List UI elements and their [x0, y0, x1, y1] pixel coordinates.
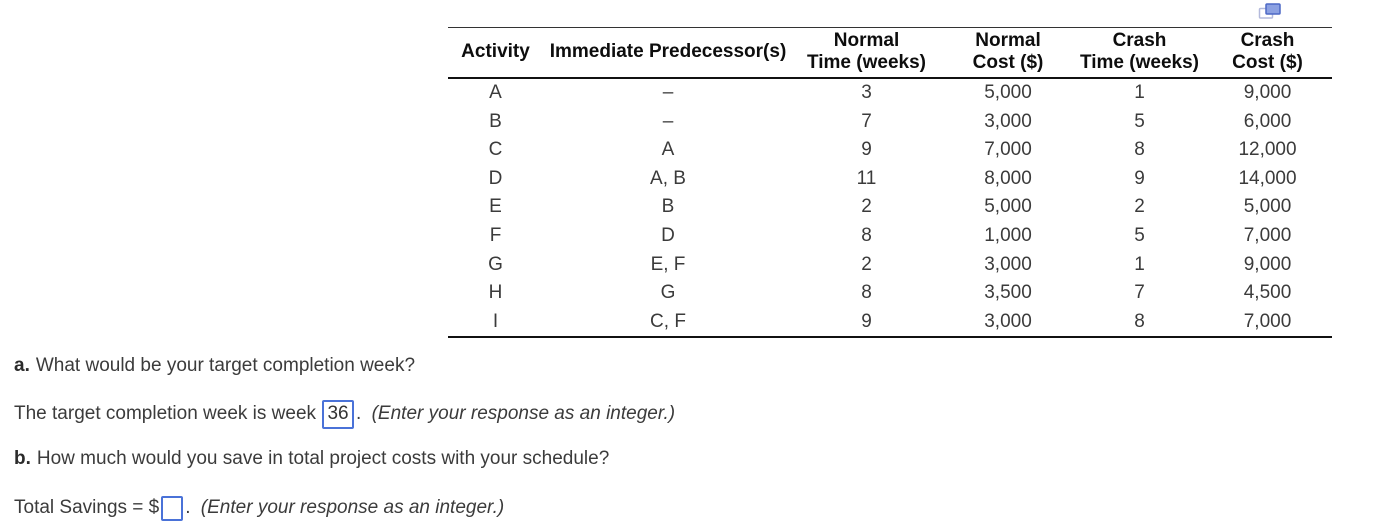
table-row: C A 9 7,000 8 12,000 [448, 136, 1332, 165]
cell-normal-cost: 8,000 [984, 167, 1032, 189]
cell-normal-time: 8 [861, 282, 872, 304]
target-week-input[interactable] [322, 399, 355, 429]
answer-a-note: (Enter your response as an integer.) [371, 403, 676, 424]
cell-crash-cost: 4,500 [1243, 282, 1292, 304]
cell-predecessors: A [661, 139, 675, 161]
col-header-predecessors: Immediate Predecessor(s) [543, 27, 793, 79]
cell-activity: G [488, 253, 503, 275]
activity-table-container: Activity Immediate Predecessor(s) Normal… [448, 27, 1332, 339]
table-row: G E, F 2 3,000 1 9,000 [448, 251, 1332, 280]
cell-predecessors: E, F [650, 253, 686, 275]
table-row: H G 8 3,500 7 4,500 [448, 279, 1332, 308]
copy-table-icon[interactable] [1258, 2, 1282, 23]
copy-table-icon-glyph [1258, 3, 1281, 19]
cell-normal-time: 9 [861, 310, 872, 332]
savings-input[interactable] [161, 495, 184, 521]
cell-crash-time: 5 [1134, 224, 1145, 246]
answer-a-prefix: The target completion week is week [14, 403, 317, 424]
cell-crash-time: 1 [1134, 82, 1145, 103]
cell-crash-cost: 6,000 [1243, 110, 1292, 132]
table-row: F D 8 1,000 5 7,000 [448, 222, 1332, 251]
table-header-row: Activity Immediate Predecessor(s) Normal… [448, 27, 1332, 79]
question-a: a. What would be your target completion w… [14, 355, 415, 377]
cell-activity: H [488, 282, 503, 304]
cell-predecessors: – [662, 82, 674, 103]
cell-predecessors: B [661, 196, 675, 218]
cell-activity: D [488, 167, 503, 189]
cell-crash-cost: 5,000 [1243, 196, 1292, 218]
question-b-label: b. [14, 448, 31, 469]
question-a-text: What would be your target completion wee… [35, 355, 416, 376]
cell-predecessors: G [660, 282, 676, 304]
col-header-normal-cost: Normal Cost ($) [940, 27, 1076, 79]
cell-normal-cost: 3,500 [984, 282, 1032, 304]
cell-crash-cost: 9,000 [1243, 82, 1292, 103]
cell-normal-cost: 1,000 [984, 224, 1032, 246]
cell-crash-time: 2 [1134, 196, 1145, 218]
cell-crash-cost: 12,000 [1238, 139, 1297, 161]
cell-activity: E [489, 196, 502, 218]
activity-table: Activity Immediate Predecessor(s) Normal… [448, 27, 1332, 339]
cell-activity: I [492, 310, 499, 332]
question-b: b. How much would you save in total proje… [14, 448, 609, 470]
cell-predecessors: A, B [650, 167, 686, 189]
table-row: B – 7 3,000 5 6,000 [448, 108, 1332, 137]
cell-crash-cost: 7,000 [1243, 310, 1292, 332]
answer-line-a: The target completion week is week . (En… [14, 398, 675, 430]
answer-b-suffix: . [185, 497, 196, 518]
cell-normal-cost: 5,000 [984, 196, 1032, 218]
table-row: A – 3 5,000 1 9,000 [448, 78, 1332, 108]
cell-crash-time: 8 [1134, 139, 1145, 161]
table-row: I C, F 9 3,000 8 7,000 [448, 308, 1332, 338]
cell-normal-time: 2 [861, 253, 872, 275]
table-row: E B 2 5,000 2 5,000 [448, 193, 1332, 222]
cell-normal-time: 2 [861, 196, 872, 218]
question-b-text: How much would you save in total project… [36, 448, 610, 469]
question-a-label: a. [14, 355, 30, 376]
cell-predecessors: – [662, 110, 674, 132]
cell-normal-cost: 3,000 [984, 110, 1032, 132]
cell-normal-time: 8 [861, 224, 872, 246]
cell-predecessors: D [661, 224, 675, 246]
answer-b-note: (Enter your response as an integer.) [200, 497, 505, 518]
cell-normal-cost: 3,000 [984, 253, 1032, 275]
cell-activity: F [489, 224, 502, 246]
cell-activity: C [488, 139, 503, 161]
cell-crash-cost: 7,000 [1243, 224, 1292, 246]
col-header-crash-time: Crash Time (weeks) [1076, 27, 1203, 79]
col-header-crash-cost: Crash Cost ($) [1203, 27, 1332, 79]
answer-line-b: Total Savings = $ . (Enter your response… [14, 493, 504, 523]
col-header-activity: Activity [448, 27, 543, 79]
answer-a-suffix: . [356, 403, 367, 424]
cell-normal-cost: 5,000 [984, 82, 1032, 103]
cell-activity: A [489, 82, 502, 103]
cell-normal-cost: 3,000 [984, 310, 1032, 332]
table-row: D A, B 11 8,000 9 14,000 [448, 165, 1332, 194]
col-header-normal-time: Normal Time (weeks) [793, 27, 940, 79]
cell-crash-time: 7 [1134, 282, 1145, 304]
cell-normal-cost: 7,000 [984, 139, 1032, 161]
cell-normal-time: 9 [861, 139, 872, 161]
cell-activity: B [489, 110, 502, 132]
cell-crash-time: 8 [1134, 310, 1145, 332]
cell-normal-time: 11 [856, 167, 877, 189]
cell-normal-time: 7 [861, 110, 872, 132]
answer-b-prefix: Total Savings = $ [14, 497, 160, 518]
cell-crash-time: 9 [1134, 167, 1145, 189]
cell-predecessors: C, F [650, 310, 686, 332]
cell-crash-time: 1 [1134, 253, 1145, 275]
cell-normal-time: 3 [861, 82, 872, 103]
cell-crash-cost: 9,000 [1243, 253, 1292, 275]
cell-crash-time: 5 [1134, 110, 1145, 132]
cell-crash-cost: 14,000 [1238, 167, 1297, 189]
